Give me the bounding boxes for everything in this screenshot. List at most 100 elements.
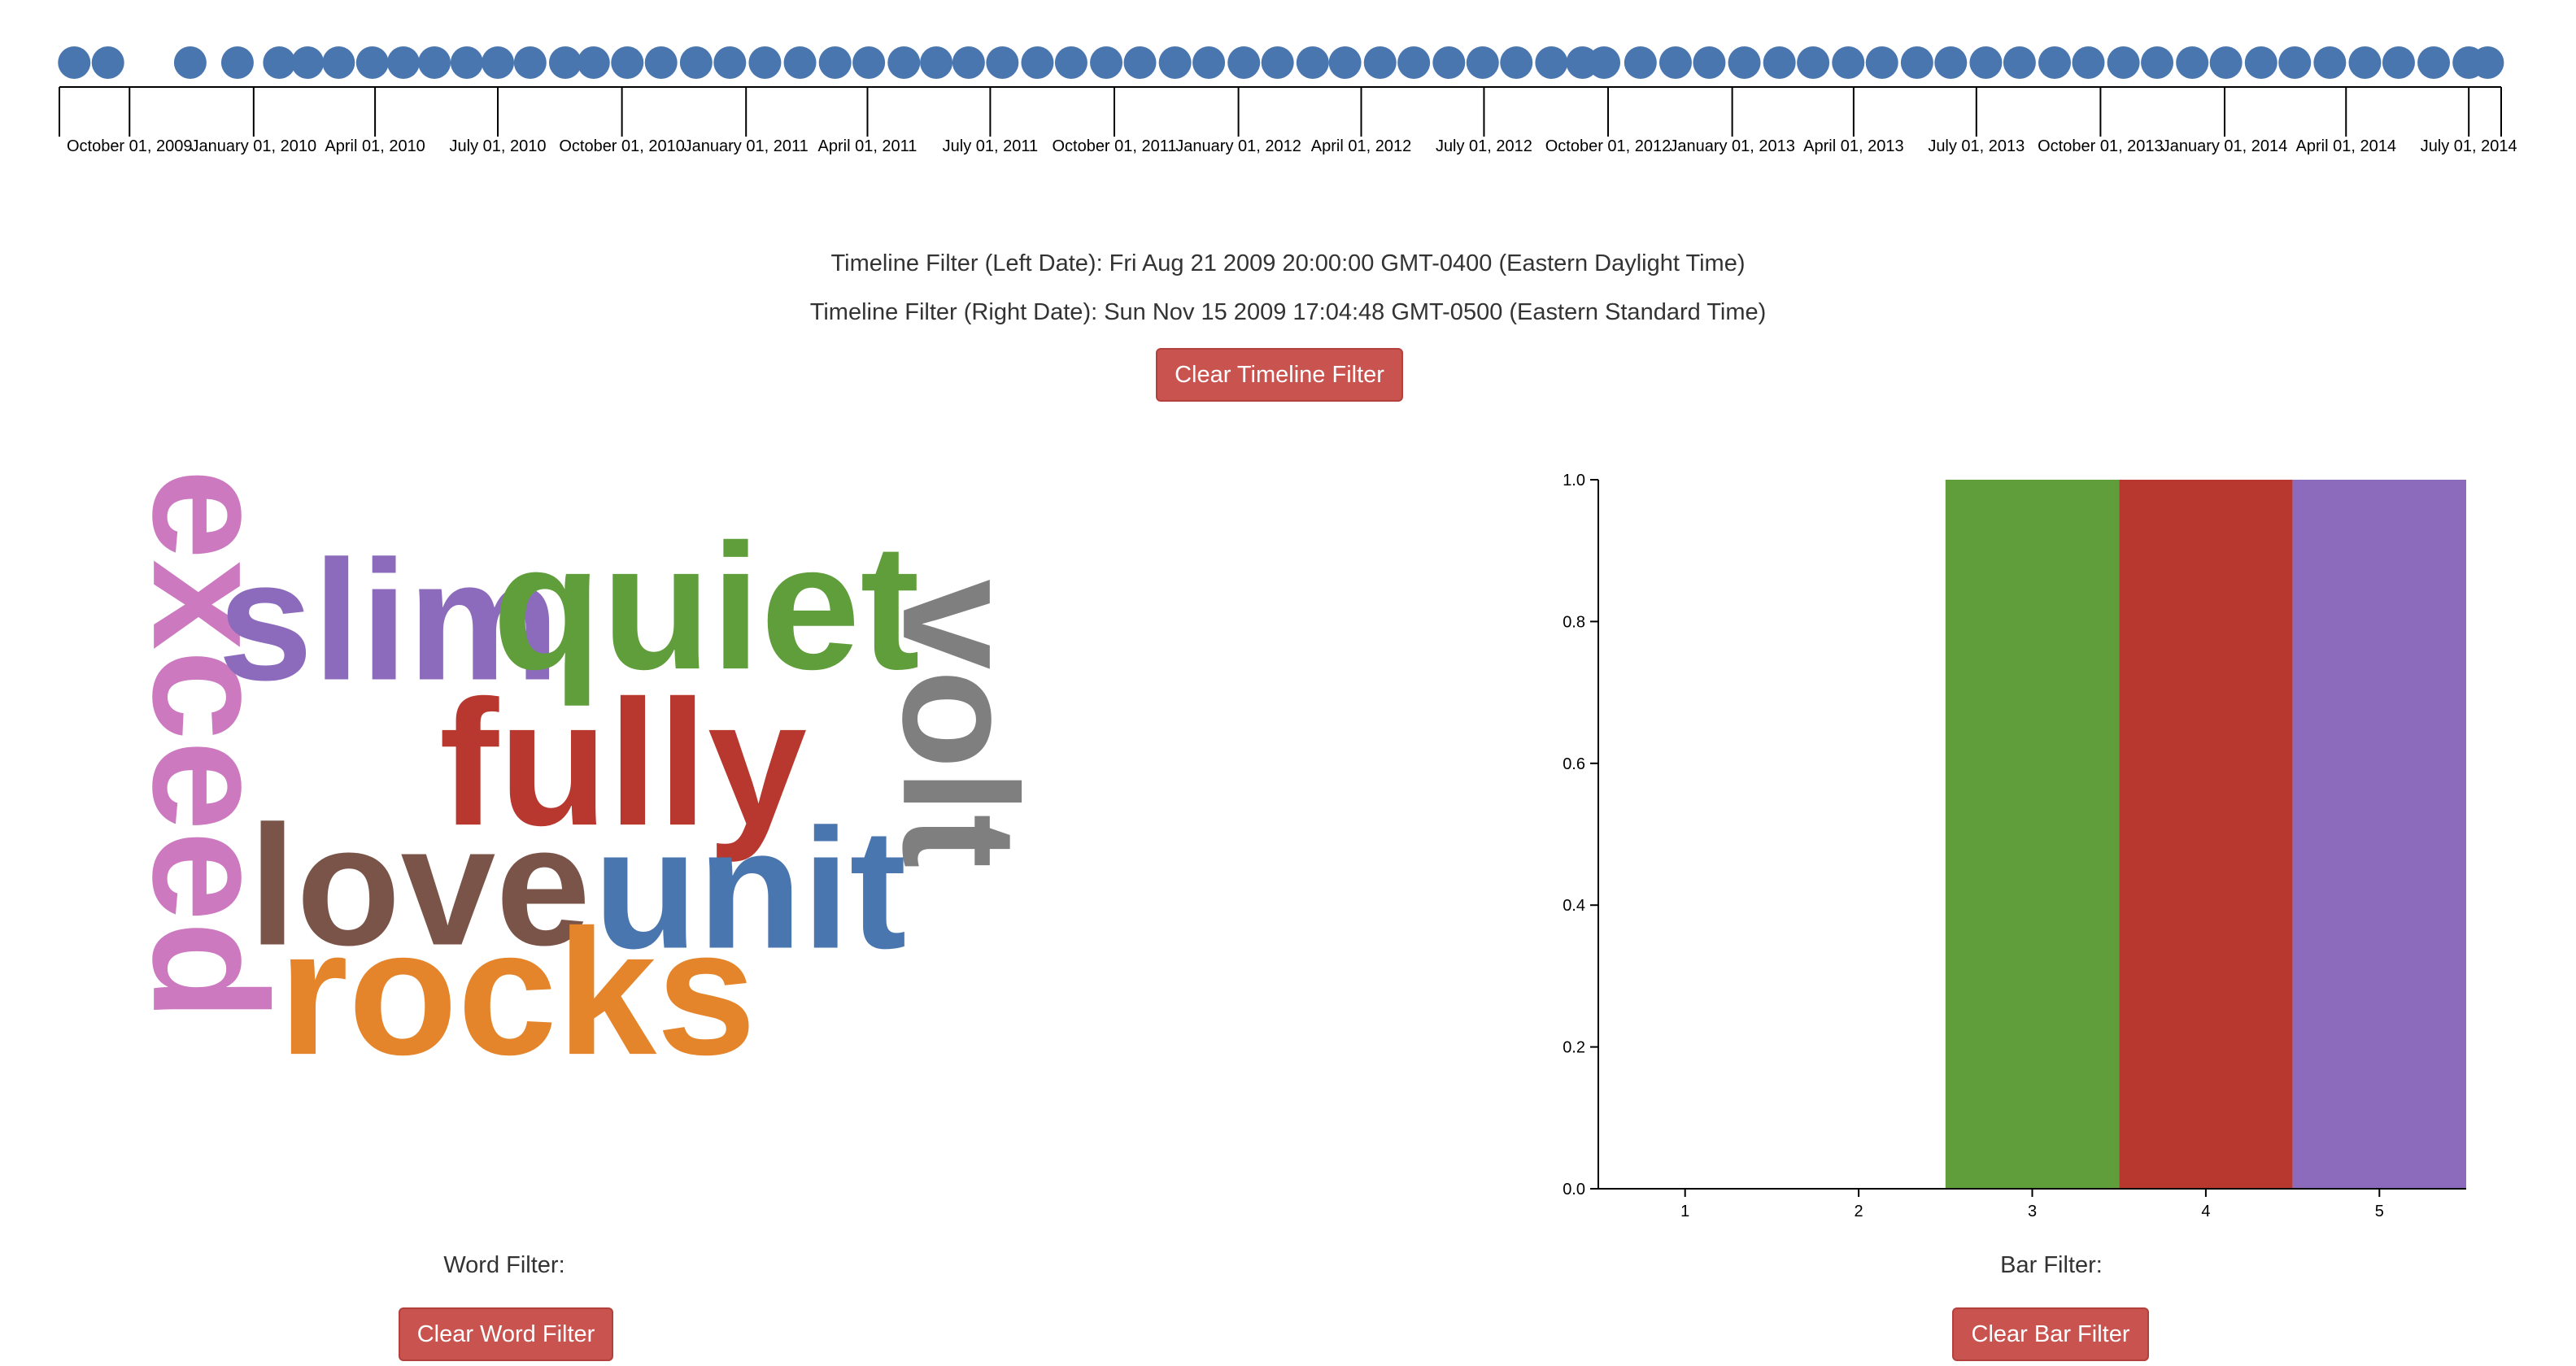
timeline-point[interactable]: [2209, 46, 2243, 79]
timeline-tick-label: April 01, 2012: [1311, 137, 1411, 155]
bar-group[interactable]: [1945, 480, 2466, 1189]
timeline-point[interactable]: [2278, 46, 2312, 79]
timeline-point[interactable]: [1397, 46, 1431, 79]
timeline-point[interactable]: [1969, 46, 2003, 79]
timeline-point[interactable]: [482, 46, 515, 79]
timeline-tick-label: April 01, 2014: [2296, 137, 2396, 155]
timeline-point[interactable]: [173, 46, 207, 79]
x-tick-label: 2: [1855, 1203, 1863, 1220]
timeline-points[interactable]: [58, 46, 2504, 79]
timeline-point[interactable]: [58, 46, 91, 79]
timeline-point[interactable]: [1588, 46, 1621, 79]
timeline-point[interactable]: [2072, 46, 2105, 79]
timeline-point[interactable]: [852, 46, 886, 79]
timeline-point[interactable]: [1054, 46, 1087, 79]
timeline-point[interactable]: [513, 46, 547, 79]
timeline-point[interactable]: [1363, 46, 1397, 79]
bar-4[interactable]: [2119, 480, 2293, 1189]
timeline-point[interactable]: [1158, 46, 1192, 79]
timeline-point[interactable]: [2003, 46, 2036, 79]
timeline-point[interactable]: [2382, 46, 2415, 79]
timeline-point[interactable]: [322, 46, 355, 79]
timeline-tick-label: January 01, 2011: [684, 137, 809, 155]
word-volt[interactable]: volt: [869, 579, 1050, 868]
bar-chart: 0.0 0.2 0.4 0.6 0.8 1.0 1 2 3 4 5: [1563, 472, 2466, 1220]
word-filter-label: Word Filter:: [443, 1252, 565, 1278]
timeline-point[interactable]: [291, 46, 325, 79]
timeline-point[interactable]: [1900, 46, 1933, 79]
timeline-point[interactable]: [783, 46, 817, 79]
timeline-point[interactable]: [2417, 46, 2451, 79]
timeline-point[interactable]: [220, 46, 254, 79]
timeline-point[interactable]: [2244, 46, 2277, 79]
timeline-point[interactable]: [2313, 46, 2347, 79]
timeline-point[interactable]: [1432, 46, 1466, 79]
timeline-point[interactable]: [1797, 46, 1830, 79]
clear-timeline-filter-button[interactable]: Clear Timeline Filter: [1156, 348, 1403, 402]
timeline-point[interactable]: [1763, 46, 1796, 79]
timeline-tick-label: July 01, 2010: [450, 137, 547, 155]
timeline-point[interactable]: [920, 46, 953, 79]
word-unit[interactable]: unit: [594, 793, 907, 984]
timeline-point[interactable]: [1535, 46, 1568, 79]
timeline-point[interactable]: [644, 46, 678, 79]
timeline-point[interactable]: [91, 46, 124, 79]
timeline-point[interactable]: [1466, 46, 1499, 79]
timeline-tick-label: April 01, 2011: [818, 137, 918, 155]
timeline-point[interactable]: [1624, 46, 1657, 79]
timeline-point[interactable]: [2141, 46, 2174, 79]
timeline-tick-label: April 01, 2013: [1803, 137, 1903, 155]
timeline-point[interactable]: [713, 46, 747, 79]
timeline-point[interactable]: [1296, 46, 1329, 79]
word-exceed[interactable]: exceed: [119, 469, 300, 1020]
x-tick-label: 5: [2375, 1203, 2384, 1220]
bar-5[interactable]: [2292, 480, 2466, 1189]
timeline-point[interactable]: [450, 46, 483, 79]
timeline-point[interactable]: [1934, 46, 1968, 79]
timeline-point[interactable]: [2107, 46, 2140, 79]
timeline-point[interactable]: [2176, 46, 2209, 79]
timeline-right-date: Timeline Filter (Right Date): Sun Nov 15…: [809, 299, 1767, 325]
clear-word-filter-button[interactable]: Clear Word Filter: [399, 1307, 613, 1361]
timeline-point[interactable]: [611, 46, 644, 79]
timeline-point[interactable]: [1227, 46, 1261, 79]
timeline-point[interactable]: [1658, 46, 1692, 79]
timeline-point[interactable]: [1865, 46, 1898, 79]
timeline-point[interactable]: [1090, 46, 1123, 79]
word-love[interactable]: love: [249, 790, 591, 981]
timeline-point[interactable]: [386, 46, 420, 79]
timeline-point[interactable]: [748, 46, 782, 79]
timeline-point[interactable]: [1328, 46, 1362, 79]
timeline-point[interactable]: [2471, 46, 2504, 79]
timeline-point[interactable]: [952, 46, 985, 79]
timeline-left-date: Timeline Filter (Left Date): Fri Aug 21 …: [830, 250, 1746, 276]
timeline-point[interactable]: [1261, 46, 1294, 79]
timeline-point[interactable]: [577, 46, 610, 79]
timeline-point[interactable]: [2348, 46, 2382, 79]
word-rocks[interactable]: rocks: [278, 892, 756, 1092]
timeline-point[interactable]: [355, 46, 389, 79]
word-fully[interactable]: fully: [439, 663, 807, 863]
timeline-point[interactable]: [1123, 46, 1157, 79]
timeline-point[interactable]: [1728, 46, 1761, 79]
timeline-point[interactable]: [1693, 46, 1726, 79]
timeline-point[interactable]: [818, 46, 852, 79]
timeline-point[interactable]: [548, 46, 582, 79]
timeline-point[interactable]: [2038, 46, 2072, 79]
timeline-point[interactable]: [1832, 46, 1865, 79]
timeline-point[interactable]: [986, 46, 1019, 79]
bar-3[interactable]: [1945, 480, 2120, 1189]
y-tick-label: 0.2: [1563, 1039, 1585, 1057]
clear-bar-filter-button[interactable]: Clear Bar Filter: [1952, 1307, 2149, 1361]
word-quiet[interactable]: quiet: [492, 507, 920, 707]
timeline-point[interactable]: [418, 46, 451, 79]
timeline-point[interactable]: [1021, 46, 1054, 79]
word-slim[interactable]: slim: [218, 524, 560, 716]
timeline-point[interactable]: [1192, 46, 1226, 79]
timeline-point[interactable]: [679, 46, 713, 79]
timeline-tick-label: January 01, 2012: [1175, 137, 1301, 155]
timeline-point[interactable]: [1500, 46, 1533, 79]
timeline-point[interactable]: [263, 46, 296, 79]
timeline-point[interactable]: [887, 46, 921, 79]
